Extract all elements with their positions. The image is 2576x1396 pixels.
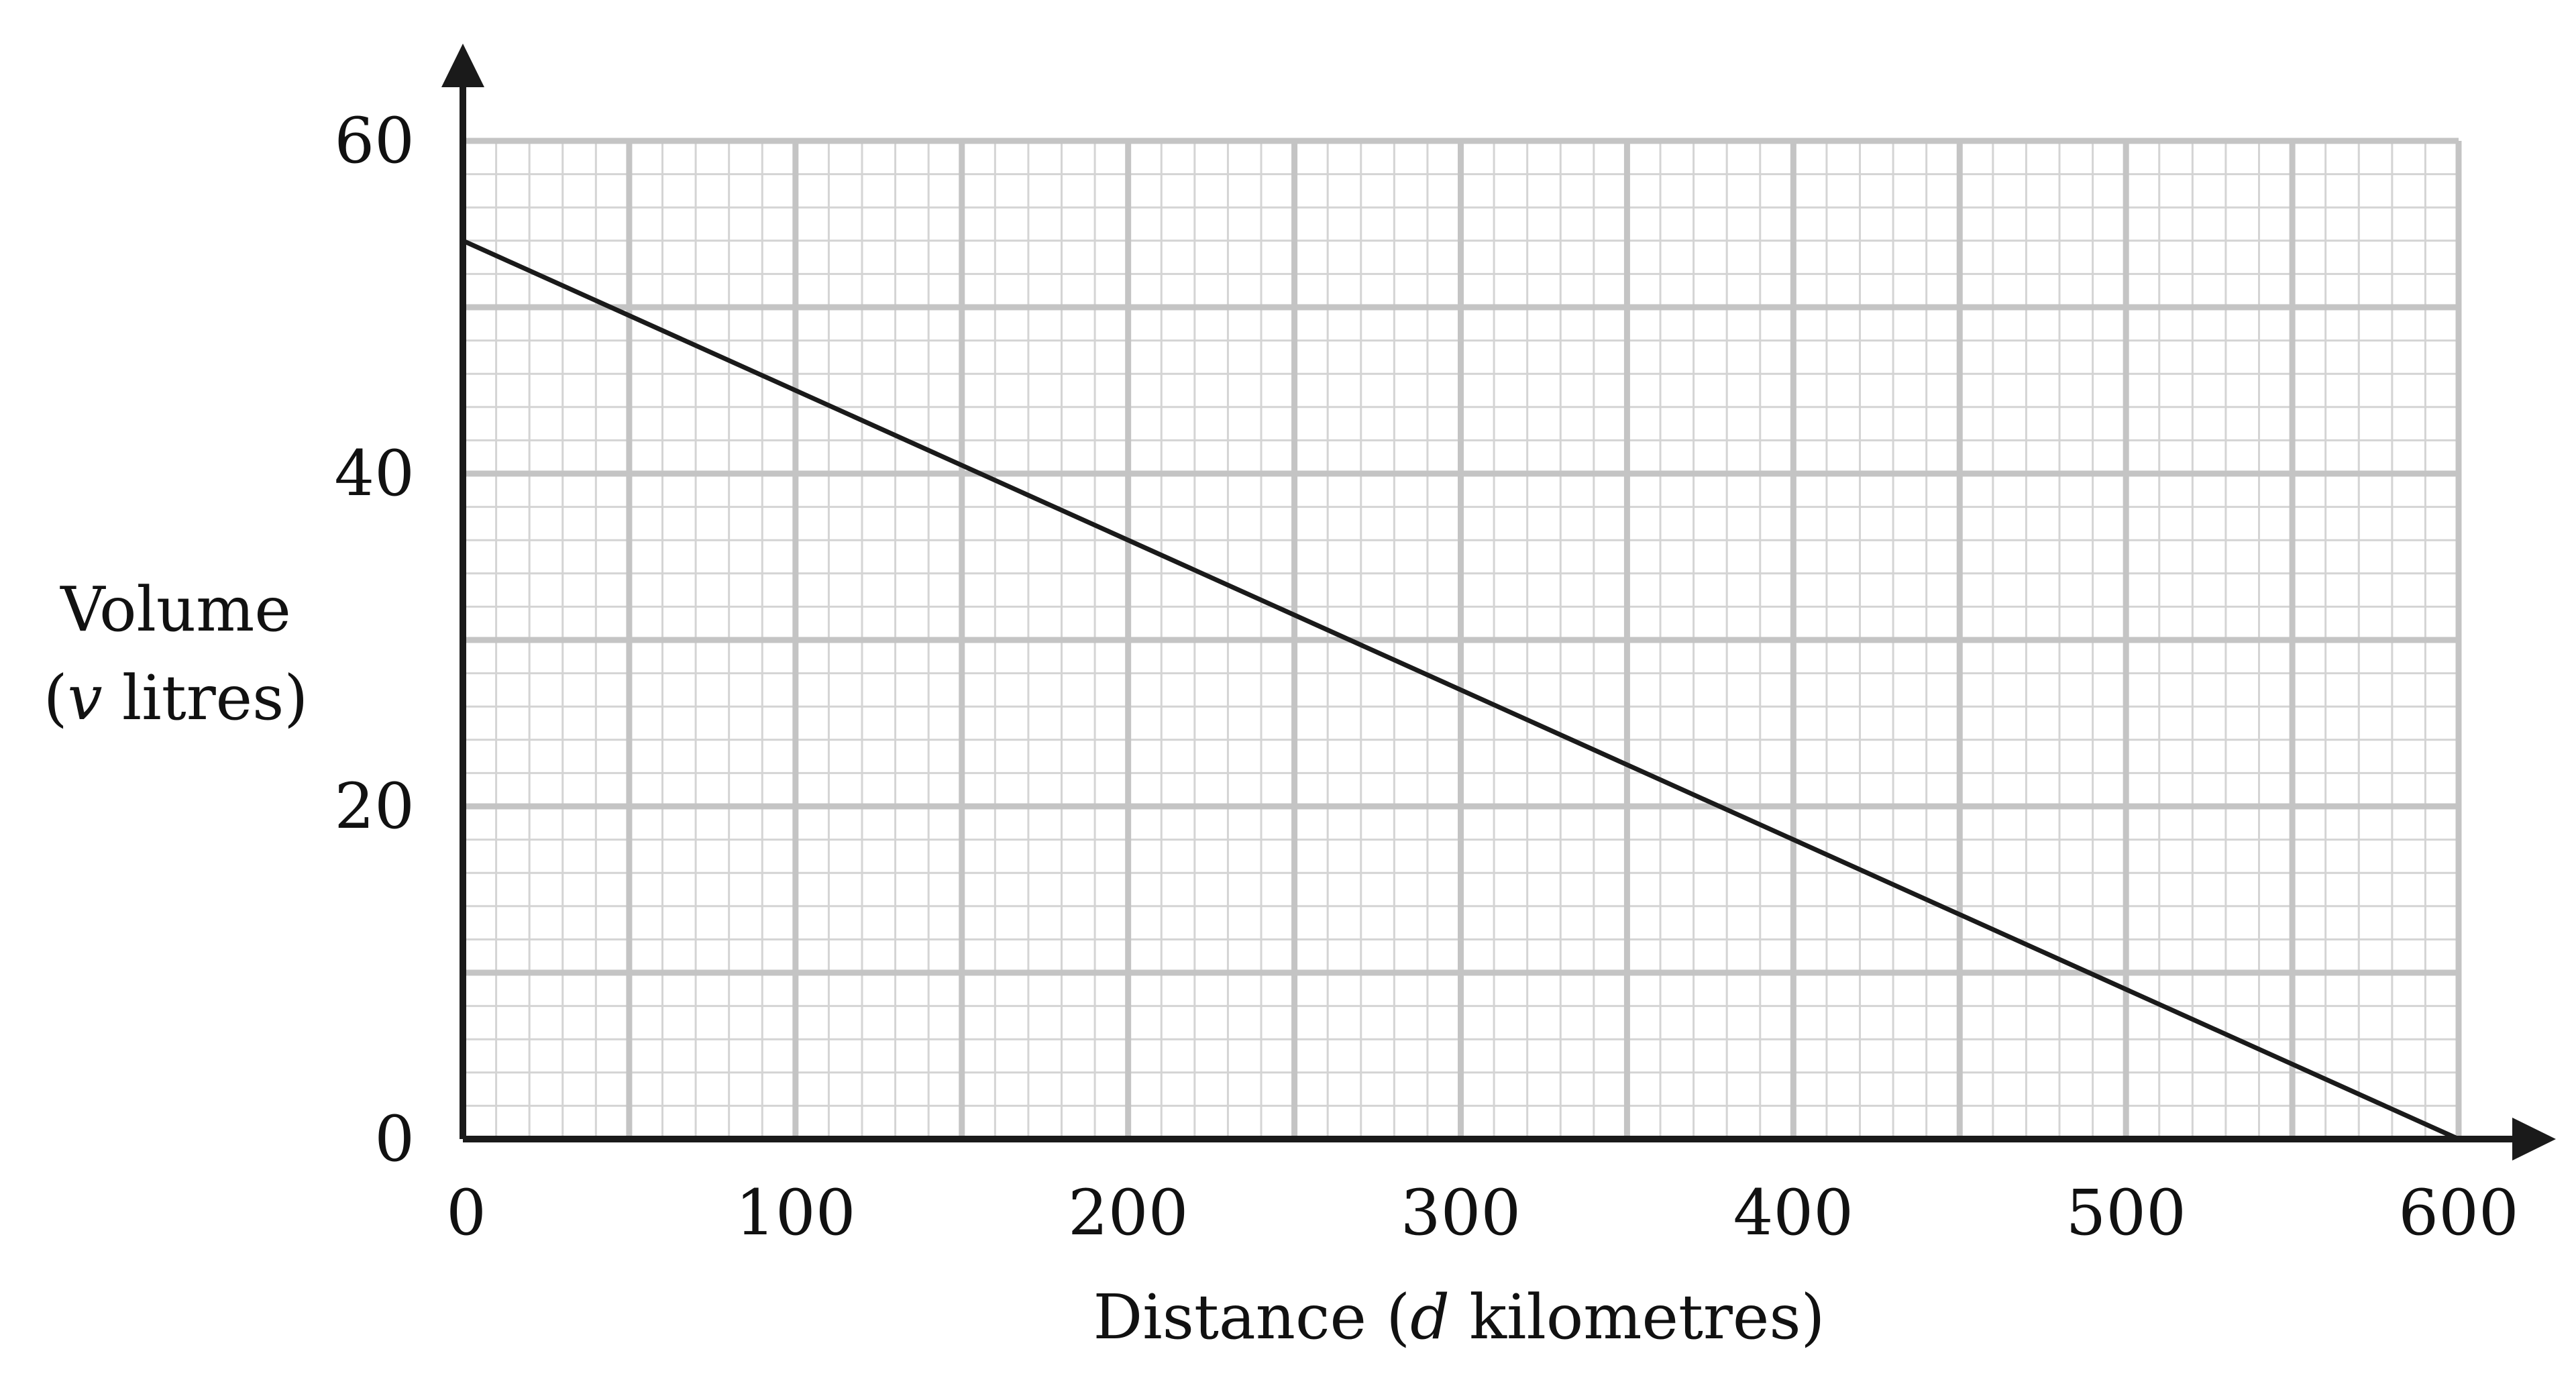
x-tick-label: 400 <box>1733 1177 1854 1250</box>
series-line <box>460 238 2461 1142</box>
x-axis-variable: d <box>1410 1281 1450 1353</box>
y-axis-label-open: ( <box>44 662 68 734</box>
x-tick-label: 500 <box>2065 1177 2186 1250</box>
axes <box>441 44 2556 1161</box>
x-axis-label: Distance (d kilometres) <box>1093 1281 1825 1353</box>
x-tick-label: 0 <box>446 1177 486 1250</box>
y-axis-variable: v <box>68 662 103 734</box>
y-axis-label-line2: (v litres) <box>44 662 308 734</box>
y-axis-label-unit: litres) <box>103 662 309 734</box>
tick-labels: 0 100 200 300 400 500 600 0 20 40 60 <box>334 105 2518 1250</box>
x-tick-label: 100 <box>735 1177 855 1250</box>
x-tick-label: 200 <box>1068 1177 1188 1250</box>
y-tick-label: 60 <box>334 105 415 178</box>
y-axis-label-line1: Volume <box>60 574 291 645</box>
x-axis-arrow-icon <box>2512 1118 2556 1161</box>
x-axis-label-open: Distance ( <box>1093 1281 1411 1353</box>
y-tick-label: 20 <box>334 770 415 843</box>
series-layer <box>460 238 2461 1142</box>
y-tick-label: 40 <box>334 437 415 511</box>
y-axis-arrow-icon <box>441 44 484 87</box>
x-tick-label: 300 <box>1401 1177 1521 1250</box>
x-axis-label-unit: kilometres) <box>1450 1281 1825 1353</box>
y-tick-label: 0 <box>374 1103 415 1176</box>
x-tick-label: 600 <box>2398 1177 2518 1250</box>
